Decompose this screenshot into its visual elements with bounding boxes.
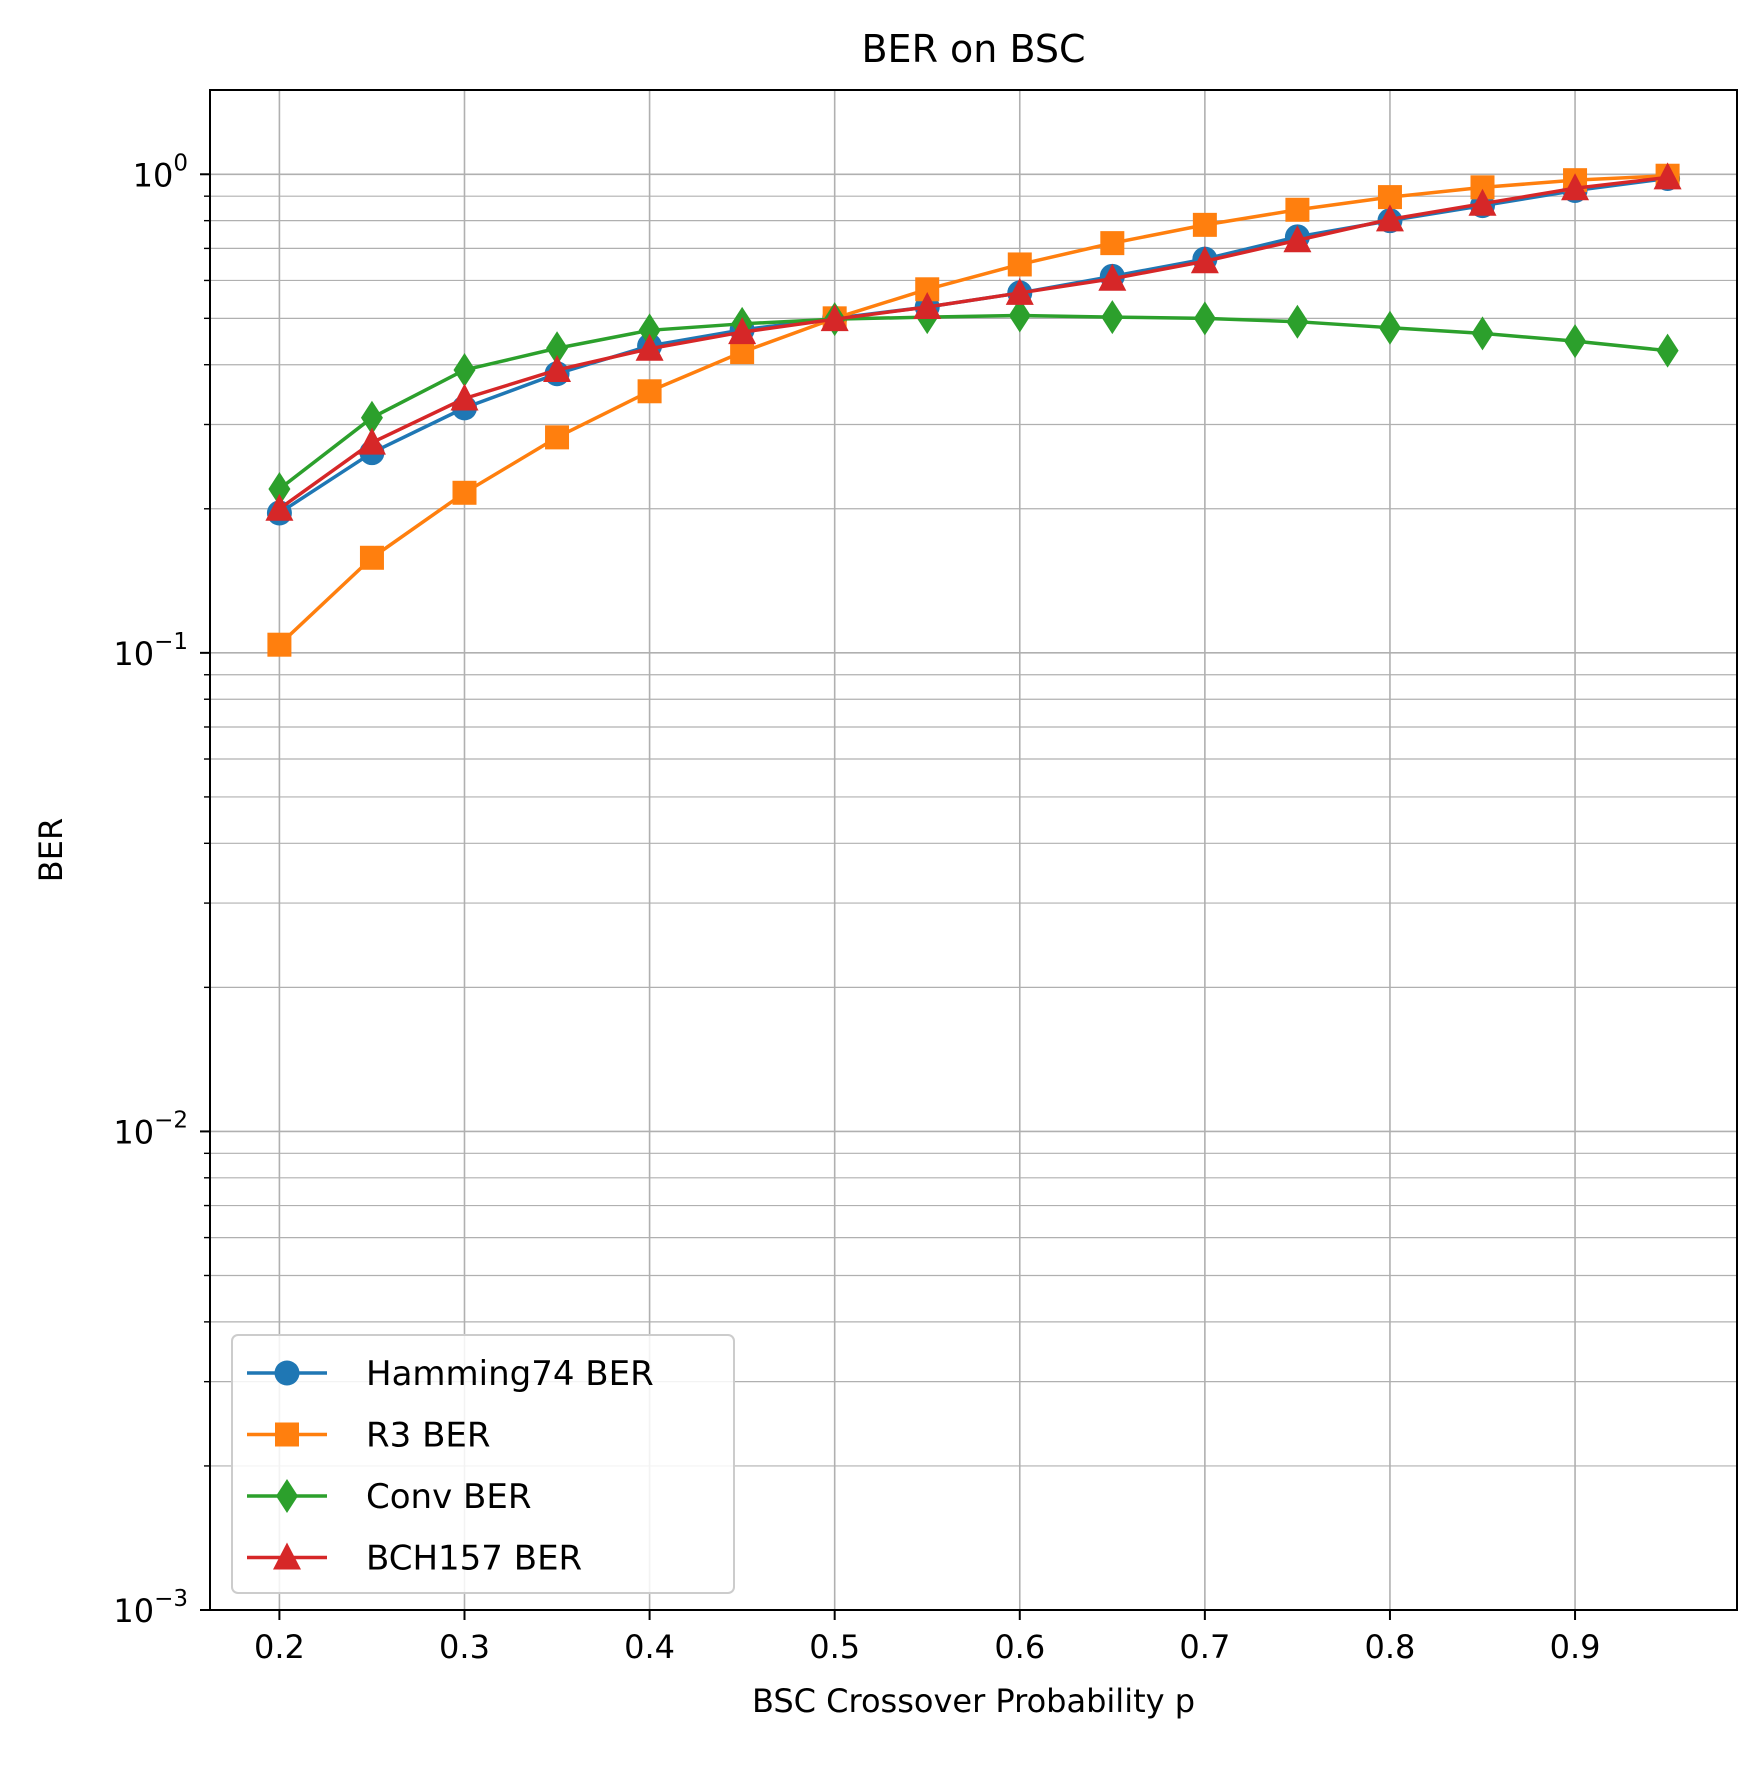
- legend-item: Conv BER: [247, 1477, 531, 1517]
- series-line: [278, 175, 1668, 511]
- x-axis-title: BSC Crossover Probability p: [752, 1682, 1195, 1720]
- data-point: [450, 383, 479, 411]
- data-point: [638, 313, 661, 348]
- data-point: [1471, 316, 1494, 351]
- data-point: [635, 333, 664, 361]
- data-point: [1283, 225, 1312, 253]
- legend-marker: [273, 1542, 301, 1570]
- series-triangle: [265, 162, 1682, 521]
- y-tick-label: 10−1: [113, 629, 188, 673]
- data-point: [1100, 231, 1125, 256]
- y-tick-label: 10−2: [113, 1107, 188, 1151]
- data-point: [1561, 173, 1590, 201]
- data-point: [1005, 277, 1034, 305]
- y-tick-exponent: 0: [173, 150, 188, 176]
- data-point: [1007, 252, 1032, 277]
- data-point: [1375, 204, 1404, 232]
- legend-item: Hamming74 BER: [247, 1354, 654, 1394]
- data-point: [360, 400, 383, 435]
- data-point: [1008, 298, 1031, 333]
- data-point: [453, 352, 476, 387]
- data-point: [265, 493, 294, 521]
- data-point: [359, 545, 384, 570]
- y-axis-title: BER: [32, 818, 70, 882]
- data-point: [546, 331, 569, 366]
- legend-label: R3 BER: [366, 1416, 491, 1456]
- data-point: [357, 427, 386, 455]
- data-point: [1101, 300, 1124, 335]
- legend-label: Hamming74 BER: [366, 1354, 654, 1394]
- y-tick-label: 10−3: [113, 1586, 188, 1630]
- legend-marker: [275, 1422, 299, 1447]
- series-diamond: [268, 298, 1679, 506]
- data-point: [1653, 162, 1682, 190]
- x-tick-label: 0.2: [254, 1628, 305, 1666]
- y-tick-exponent: −2: [154, 1107, 188, 1133]
- y-tick-label: 100: [133, 150, 188, 194]
- x-tick-label: 0.9: [1550, 1628, 1601, 1666]
- data-point: [913, 292, 942, 320]
- legend-label: Conv BER: [366, 1477, 531, 1517]
- data-point: [1468, 188, 1497, 216]
- data-point: [1190, 246, 1219, 274]
- series-layer: [265, 162, 1682, 657]
- data-point: [543, 354, 572, 382]
- legend: Hamming74 BER R3 BER Conv BER BCH157 BER: [231, 1334, 735, 1594]
- x-tick-label: 0.6: [994, 1628, 1045, 1666]
- data-point: [637, 379, 662, 404]
- x-tick-label: 0.8: [1365, 1628, 1416, 1666]
- legend-box: [231, 1334, 735, 1594]
- y-tick-base: 10: [113, 1592, 154, 1630]
- data-point: [452, 480, 477, 505]
- plot-frame: [209, 89, 1738, 1611]
- x-tick-label: 0.4: [624, 1628, 675, 1666]
- y-tick-base: 10: [113, 1113, 154, 1151]
- data-point: [1378, 310, 1401, 345]
- series-line: [278, 173, 1668, 646]
- data-point: [820, 304, 849, 332]
- data-point: [1286, 304, 1309, 339]
- legend-item: R3 BER: [247, 1416, 491, 1456]
- x-tick-label: 0.3: [439, 1628, 490, 1666]
- legend-marker: [276, 1479, 298, 1513]
- data-point: [1564, 324, 1587, 359]
- data-point: [545, 425, 570, 450]
- x-tick-label: 0.5: [809, 1628, 860, 1666]
- x-tick-label: 0.7: [1179, 1628, 1230, 1666]
- data-point: [1656, 333, 1679, 368]
- chart-title: BER on BSC: [861, 27, 1085, 71]
- legend-item: BCH157 BER: [247, 1539, 582, 1579]
- y-tick-exponent: −1: [154, 629, 188, 655]
- data-point: [267, 632, 292, 657]
- y-tick-exponent: −3: [154, 1586, 188, 1612]
- data-point: [730, 340, 755, 365]
- y-tick-base: 10: [133, 156, 174, 194]
- y-tick-base: 10: [113, 635, 154, 673]
- data-point: [268, 471, 291, 506]
- legend-label: BCH157 BER: [366, 1539, 582, 1579]
- data-point: [1098, 263, 1127, 291]
- data-point: [1193, 301, 1216, 336]
- legend-marker: [274, 1360, 300, 1386]
- data-point: [728, 317, 757, 345]
- data-point: [1192, 212, 1217, 237]
- series-line: [278, 313, 1668, 491]
- data-point: [1285, 197, 1310, 222]
